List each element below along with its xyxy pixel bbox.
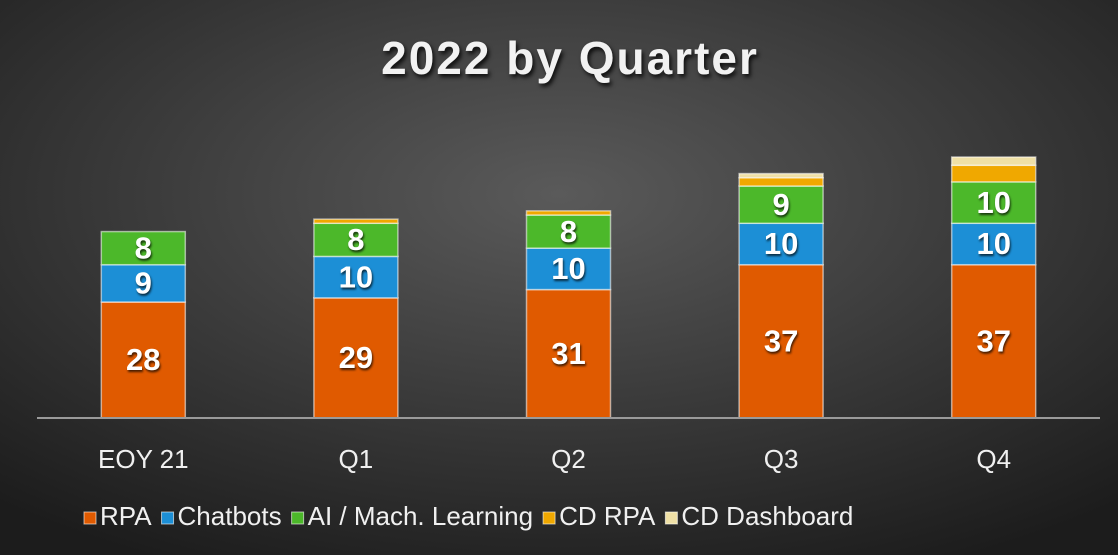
legend-marker <box>83 511 97 525</box>
legend-marker <box>161 511 175 525</box>
chart-title: 2022 by Quarter <box>381 32 759 84</box>
data-label: 28 <box>126 342 160 377</box>
data-label: 9 <box>135 266 152 301</box>
bar-segment <box>525 247 612 291</box>
bar-segment <box>950 164 1037 183</box>
x-tick-label: EOY 21 <box>98 444 189 474</box>
data-label: 37 <box>976 324 1010 359</box>
x-tick-label: Q1 <box>339 444 374 474</box>
data-label: 10 <box>976 226 1010 261</box>
data-label: 31 <box>551 336 585 371</box>
data-label: 8 <box>135 230 152 265</box>
legend-marker <box>542 511 556 525</box>
x-tick-label: Q2 <box>551 444 586 474</box>
legend-label: Chatbots <box>178 501 282 531</box>
legend-label: CD RPA <box>559 501 656 531</box>
legend-marker <box>291 511 305 525</box>
legend-label: CD Dashboard <box>681 501 853 531</box>
bar-segment <box>950 263 1037 419</box>
x-tick-label: Q4 <box>976 444 1011 474</box>
legend-label: AI / Mach. Learning <box>308 501 533 531</box>
bar-segment <box>950 181 1037 225</box>
bar-segment <box>738 176 824 187</box>
data-label: 10 <box>976 185 1010 220</box>
data-label: 29 <box>339 340 373 375</box>
data-label: 10 <box>551 251 585 286</box>
x-tick-label: Q3 <box>764 444 799 474</box>
data-label: 10 <box>764 226 798 261</box>
bar-segment <box>950 156 1037 167</box>
legend-marker <box>664 511 678 525</box>
data-label: 8 <box>347 222 364 257</box>
bar-segment <box>313 222 399 258</box>
bar-segment <box>525 288 612 419</box>
legend-label: RPA <box>100 501 152 531</box>
bar-segment <box>525 214 612 249</box>
data-label: 8 <box>560 214 577 249</box>
data-label: 10 <box>339 259 373 294</box>
bar-segment <box>738 172 824 179</box>
data-label: 37 <box>764 324 798 359</box>
bar-segment <box>100 301 187 419</box>
bar-segment <box>100 230 187 266</box>
bar-segment <box>525 210 612 216</box>
bar-segment <box>738 185 824 225</box>
bar-segment <box>313 218 399 225</box>
bar-segment <box>738 222 824 266</box>
data-label: 9 <box>772 187 789 222</box>
